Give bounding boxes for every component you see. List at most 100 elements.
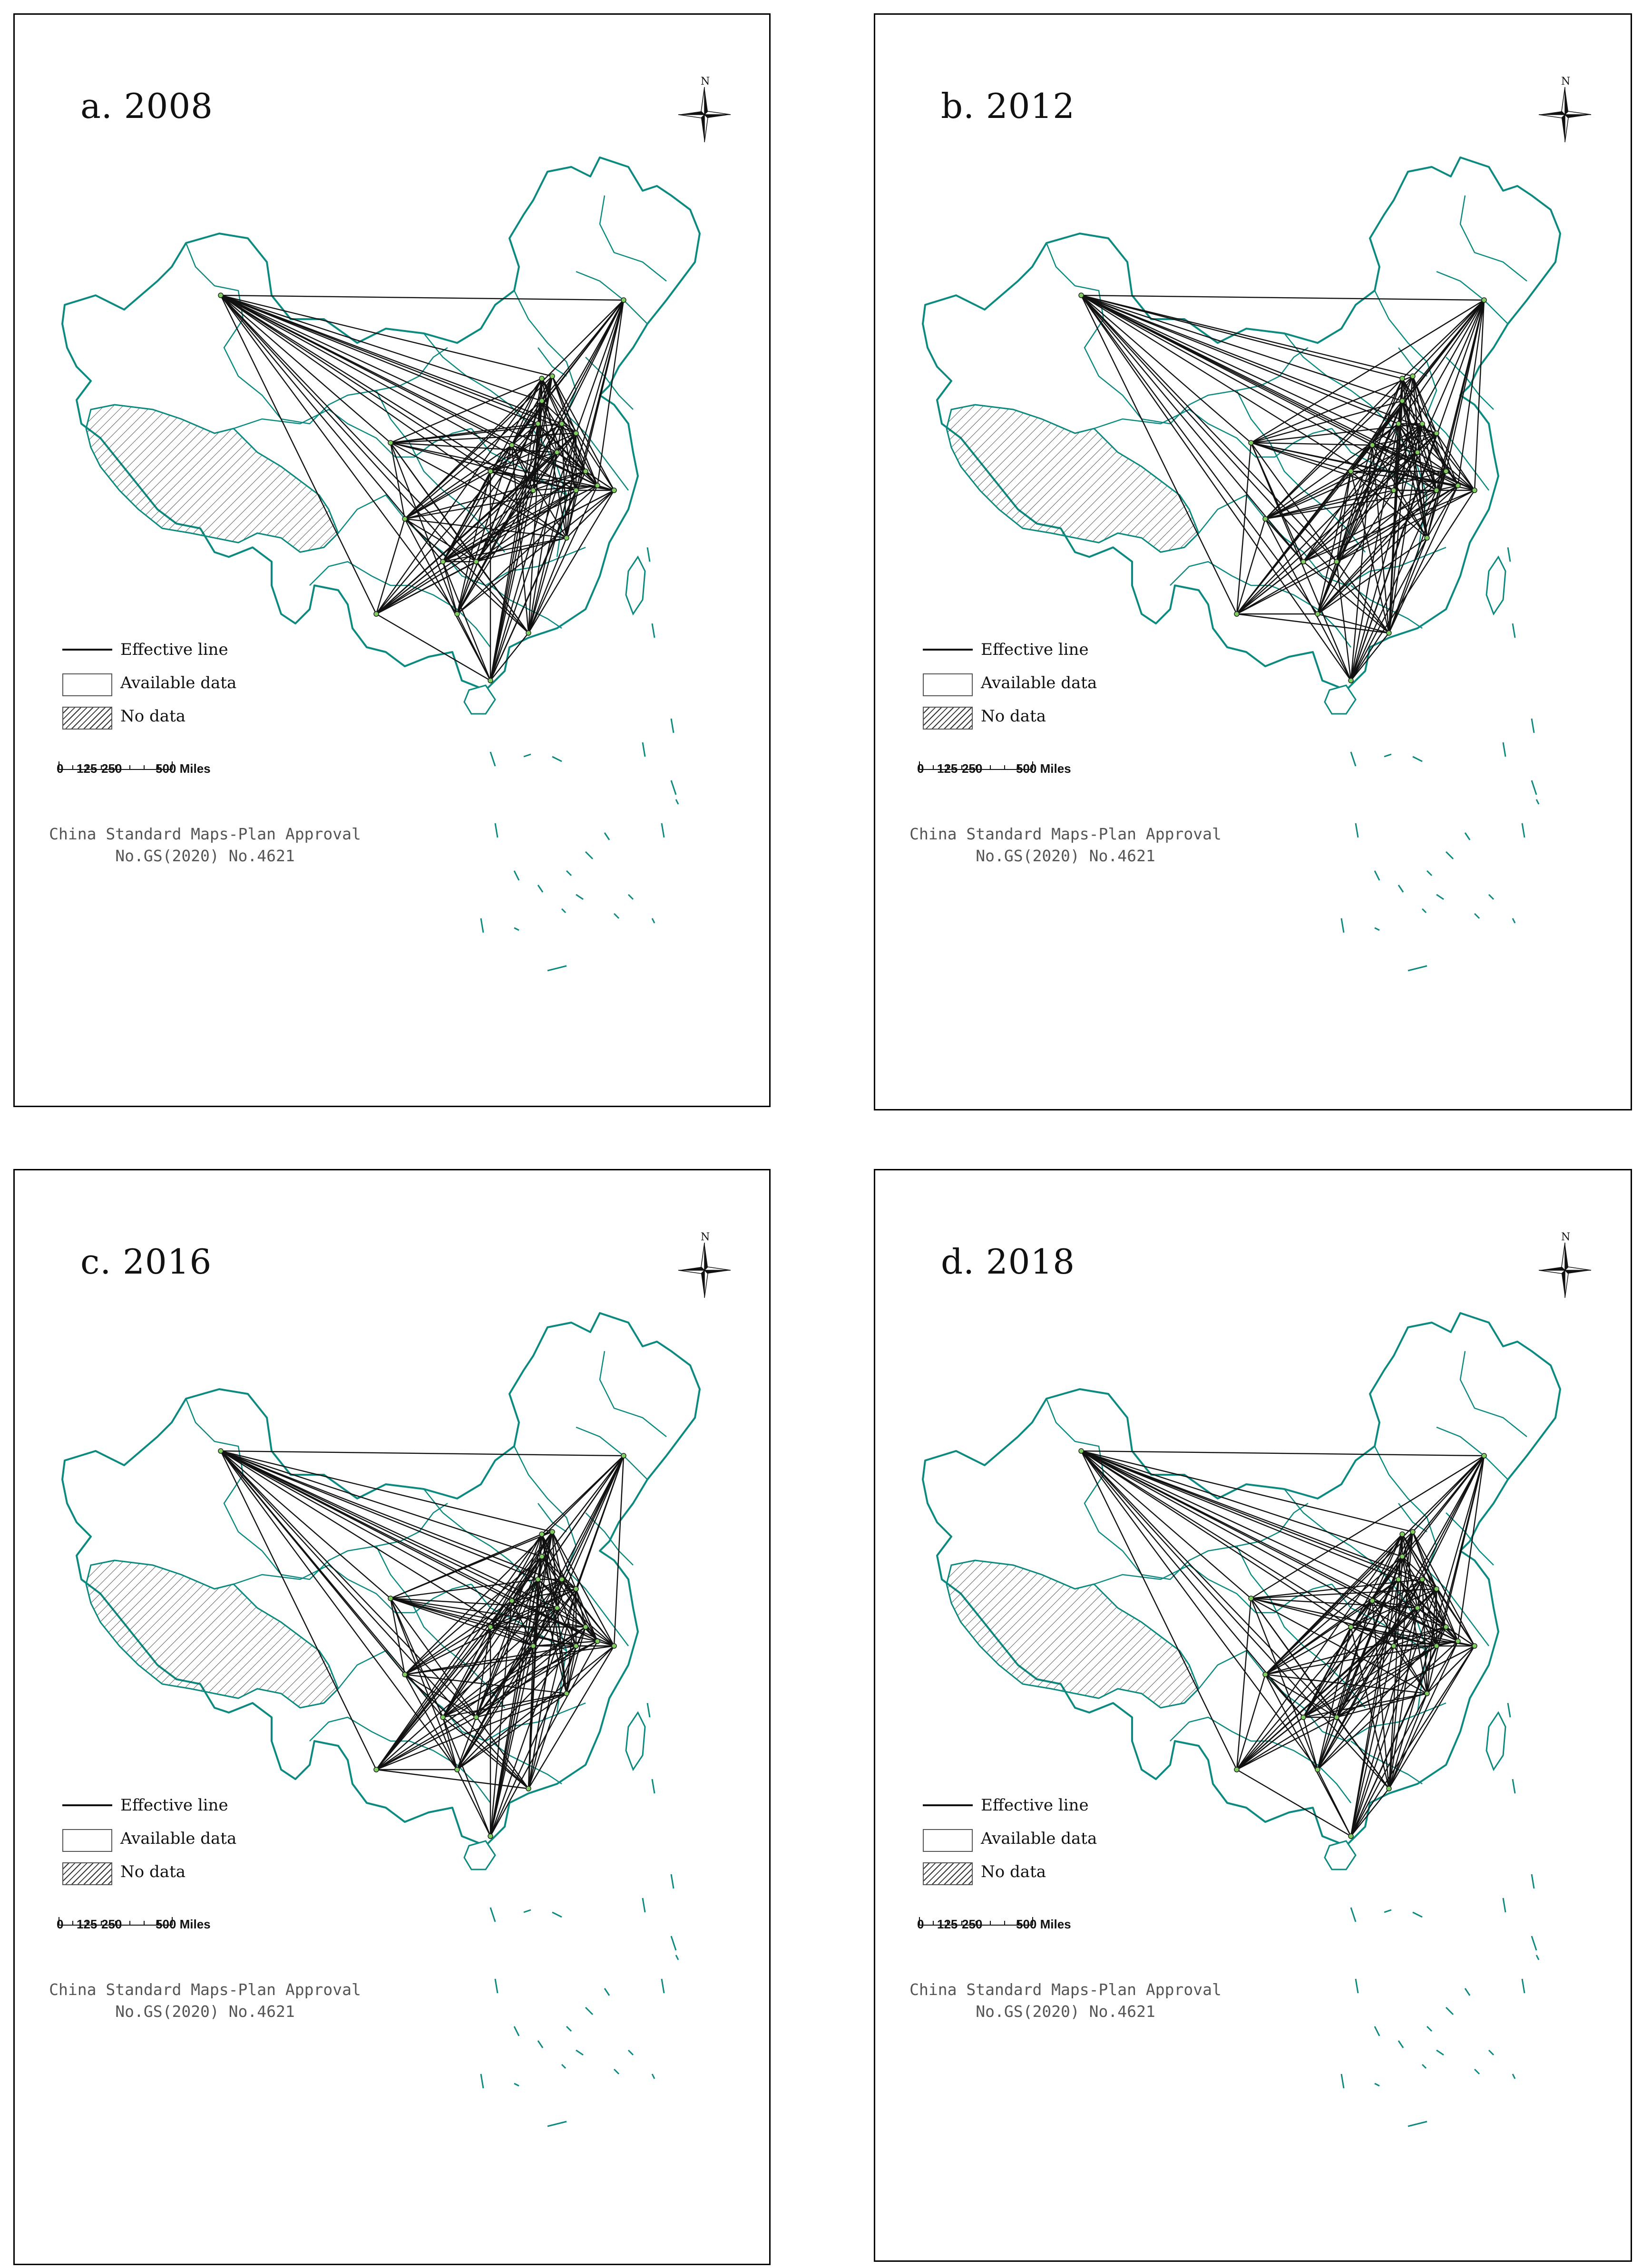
map-panel-2: b. 2012 N Effective line Available data …: [874, 13, 1632, 1110]
city-node: [373, 611, 379, 617]
effective-line: [476, 1693, 567, 1718]
city-node: [554, 449, 560, 455]
effective-line: [390, 442, 577, 491]
effective-line: [442, 452, 557, 562]
city-node: [621, 1453, 626, 1459]
effective-line: [489, 433, 577, 681]
effective-line: [1081, 294, 1394, 491]
city-node: [488, 1833, 493, 1839]
province-boundary: [471, 428, 567, 496]
effective-line: [220, 294, 577, 491]
island-boundary: [625, 1711, 646, 1772]
province-boundary: [1436, 1426, 1508, 1480]
city-node: [1386, 1786, 1392, 1791]
sea-boundary-mark: [576, 894, 584, 900]
effective-line: [1372, 1600, 1458, 1642]
province-boundary: [599, 1351, 667, 1437]
city-node: [573, 1643, 579, 1649]
effective-line: [1398, 423, 1428, 538]
effective-line: [390, 1598, 458, 1770]
effective-line: [390, 1597, 598, 1642]
effective-line: [551, 1531, 615, 1646]
available-data-swatch: [923, 673, 973, 696]
city-node: [526, 1786, 531, 1791]
sea-boundary-mark: [670, 1874, 674, 1889]
scale-label-500: 500 Miles: [1016, 761, 1071, 776]
sea-boundary-mark: [1384, 1909, 1392, 1913]
scale-label-500: 500 Miles: [156, 1917, 211, 1931]
effective-line: [1303, 489, 1475, 563]
sea-boundary-mark: [1512, 2073, 1516, 2079]
effective-line: [376, 613, 491, 681]
province-boundary: [309, 1716, 410, 1742]
sea-boundary-mark: [561, 2064, 567, 2069]
city-node: [1419, 1577, 1425, 1582]
province-boundary: [1374, 1446, 1489, 1646]
effective-line: [220, 1450, 534, 1647]
effective-line: [1412, 1531, 1476, 1646]
effective-line: [511, 445, 567, 538]
sea-boundary-mark: [561, 908, 567, 914]
sea-boundary-mark: [675, 799, 679, 805]
effective-line: [1393, 1626, 1447, 1647]
sea-boundary-mark: [1374, 927, 1380, 931]
effective-line: [376, 1531, 553, 1770]
effective-line: [376, 1769, 529, 1790]
effective-line: [1236, 613, 1389, 634]
city-node: [1443, 468, 1449, 474]
city-node: [1348, 678, 1354, 683]
effective-line: [585, 471, 615, 491]
effective-line: [1412, 300, 1485, 377]
effective-line: [613, 1455, 625, 1646]
effective-line: [551, 376, 615, 491]
map-panel-3: c. 2016 N Effective line Available data …: [13, 1169, 771, 2265]
city-node: [1348, 1624, 1354, 1630]
effective-line: [442, 561, 458, 614]
effective-line: [404, 1674, 458, 1770]
city-node: [488, 678, 493, 683]
sea-boundary-mark: [1412, 1911, 1423, 1918]
effective-line: [1371, 1600, 1428, 1694]
city-node: [1078, 1448, 1084, 1454]
approval-line-1: China Standard Maps-Plan Approval: [49, 825, 361, 843]
effective-line: [220, 1450, 512, 1602]
effective-line: [1426, 300, 1485, 538]
scale-ticks: [919, 1917, 1033, 1926]
map-approval-note: China Standard Maps-Plan Approval No.GS(…: [909, 1979, 1222, 2023]
city-node: [1434, 1586, 1439, 1592]
province-boundary: [338, 1650, 586, 1742]
approval-line-2: No.GS(2020) No.4621: [115, 847, 295, 865]
effective-line: [511, 445, 529, 633]
effective-line: [1388, 423, 1399, 633]
effective-line: [1317, 1455, 1485, 1770]
map-title: a. 2008: [80, 86, 213, 126]
effective-line: [489, 1600, 513, 1837]
city-node: [1391, 487, 1397, 493]
effective-line: [1350, 1645, 1476, 1837]
province-boundary: [1170, 1716, 1270, 1742]
city-node: [554, 1605, 560, 1611]
effective-line: [390, 442, 406, 519]
effective-line: [1236, 433, 1437, 614]
sea-boundary-mark: [642, 1898, 646, 1913]
effective-line: [511, 1600, 534, 1646]
no-data-swatch: [923, 707, 973, 730]
effective-line: [1081, 1450, 1423, 1580]
city-node: [1348, 468, 1354, 474]
effective-line: [1426, 1641, 1459, 1694]
scale-label-0: 0: [917, 1917, 924, 1931]
scale-label-250: 250: [962, 1917, 983, 1931]
island-boundary: [625, 555, 646, 616]
effective-line: [390, 442, 458, 614]
city-node: [1455, 483, 1461, 488]
province-boundary: [599, 195, 667, 282]
effective-line: [489, 1626, 586, 1837]
city-node: [1399, 376, 1405, 381]
effective-line: [1302, 1717, 1319, 1770]
effective-line: [1393, 490, 1427, 538]
effective-line: [1350, 471, 1427, 538]
approval-line-1: China Standard Maps-Plan Approval: [909, 1980, 1222, 1999]
effective-line: [1081, 1450, 1399, 1580]
effective-line: [490, 1626, 534, 1647]
effective-line: [404, 1645, 615, 1675]
